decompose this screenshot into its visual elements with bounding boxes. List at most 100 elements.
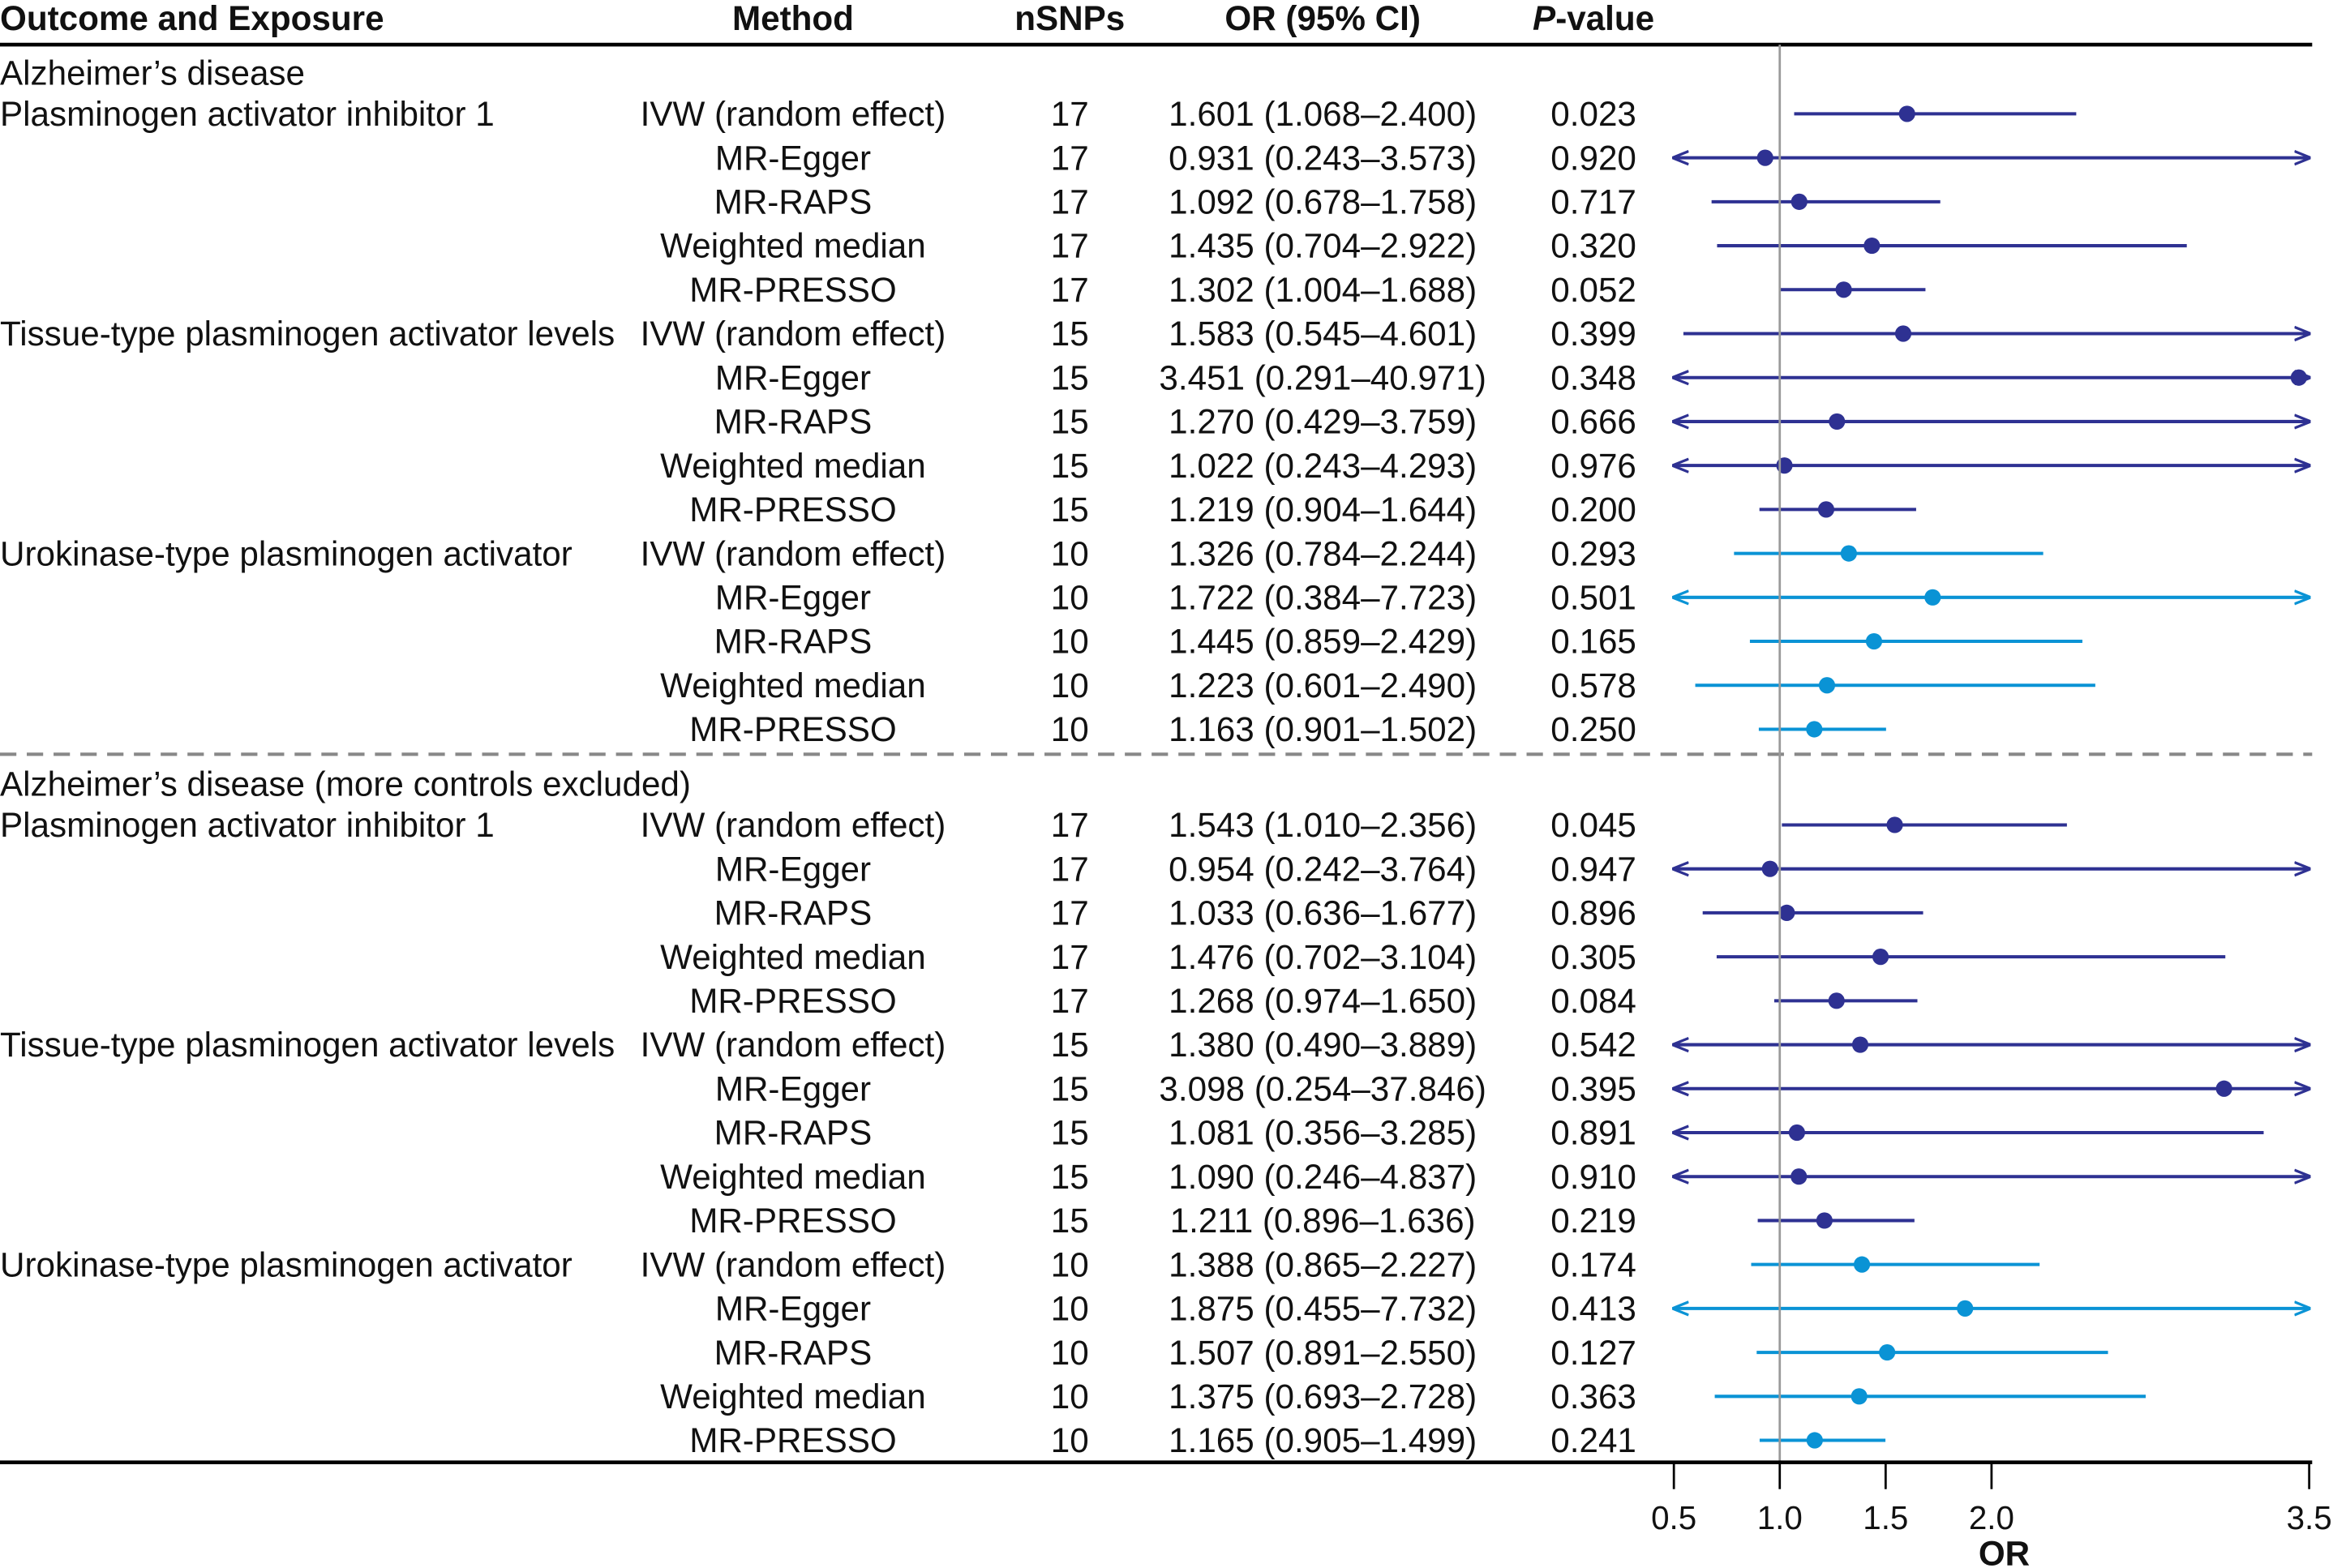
x-tick-label: 1.5	[1863, 1499, 1908, 1536]
table-row: MR-Egger 17 0.931 (0.243–3.573) 0.920	[715, 139, 2309, 177]
or-ci-value: 1.302 (1.004–1.688)	[1169, 271, 1477, 309]
or-ci-value: 1.268 (0.974–1.650)	[1169, 982, 1477, 1020]
point-estimate	[1886, 816, 1903, 833]
exposure-label: Urokinase-type plasminogen activator	[0, 1245, 573, 1283]
table-row: Weighted median 17 1.476 (0.702–3.104) 0.30…	[660, 938, 2226, 976]
nsnps-value: 10	[1051, 534, 1089, 572]
p-value: 0.250	[1550, 710, 1636, 748]
or-ci-value: 1.211 (0.896–1.636)	[1170, 1202, 1476, 1240]
nsnps-value: 10	[1051, 1334, 1089, 1372]
or-ci-value: 1.583 (0.545–4.601)	[1169, 315, 1477, 353]
or-ci-value: 1.165 (0.905–1.499)	[1169, 1421, 1477, 1459]
table-row: Plasminogen activator inhibitor 1 IVW (ra…	[0, 806, 2067, 844]
point-estimate	[1851, 1036, 1869, 1053]
or-ci-value: 1.445 (0.859–2.429)	[1169, 623, 1477, 661]
table-row: Weighted median 10 1.223 (0.601–2.490) 0.57…	[660, 666, 2095, 705]
nsnps-value: 17	[1051, 894, 1089, 932]
method-label: IVW (random effect)	[641, 95, 946, 133]
or-ci-value: 1.507 (0.891–2.550)	[1169, 1334, 1477, 1372]
p-value: 0.976	[1550, 447, 1636, 485]
group-title: Alzheimer’s disease	[0, 54, 305, 92]
table-header: Outcome and Exposure Method nSNPs OR (95…	[0, 0, 1654, 37]
nsnps-value: 17	[1051, 227, 1089, 265]
nsnps-value: 10	[1051, 1377, 1089, 1416]
method-label: MR-Egger	[715, 358, 871, 396]
group-title: Alzheimer’s disease (more controls exclu…	[0, 765, 691, 803]
point-estimate	[1863, 237, 1881, 255]
or-ci-value: 1.326 (0.784–2.244)	[1169, 534, 1477, 572]
method-label: MR-RAPS	[714, 1334, 873, 1372]
point-estimate	[1806, 1432, 1823, 1449]
p-value: 0.320	[1550, 227, 1636, 265]
point-estimate	[1898, 105, 1915, 122]
p-value: 0.363	[1550, 1377, 1636, 1416]
exposure-label: Tissue-type plasminogen activator levels	[0, 315, 615, 353]
nsnps-value: 15	[1051, 1069, 1089, 1107]
p-value: 0.293	[1550, 534, 1636, 572]
nsnps-value: 15	[1051, 491, 1089, 529]
method-label: Weighted median	[660, 1377, 926, 1416]
point-estimate	[1818, 677, 1836, 694]
table-row: Tissue-type plasminogen activator levels…	[0, 1026, 2309, 1064]
p-value: 0.241	[1550, 1421, 1636, 1459]
method-label: IVW (random effect)	[641, 1026, 946, 1064]
or-ci-value: 3.098 (0.254–37.846)	[1159, 1069, 1486, 1107]
method-label: Weighted median	[660, 938, 926, 976]
table-row: MR-Egger 15 3.098 (0.254–37.846) 0.395	[715, 1069, 2309, 1107]
method-label: Weighted median	[660, 227, 926, 265]
nsnps-value: 17	[1051, 806, 1089, 844]
or-ci-value: 3.451 (0.291–40.971)	[1159, 358, 1486, 396]
nsnps-value: 10	[1051, 710, 1089, 748]
point-estimate	[1756, 149, 1773, 166]
header-nsnps: nSNPs	[1014, 0, 1125, 37]
nsnps-value: 17	[1051, 938, 1089, 976]
method-label: MR-Egger	[715, 579, 871, 617]
or-ci-value: 1.081 (0.356–3.285)	[1169, 1114, 1477, 1152]
x-tick-label: 2.0	[1969, 1499, 2014, 1536]
nsnps-value: 17	[1051, 982, 1089, 1020]
point-estimate	[1851, 1388, 1868, 1405]
method-label: MR-PRESSO	[689, 491, 897, 529]
p-value: 0.165	[1550, 623, 1636, 661]
point-estimate	[1788, 1124, 1805, 1142]
method-label: MR-RAPS	[714, 1114, 873, 1152]
p-value: 0.578	[1550, 666, 1636, 705]
nsnps-value: 10	[1051, 1290, 1089, 1328]
table-row: MR-RAPS 17 1.033 (0.636–1.677) 0.896	[714, 894, 1923, 932]
header-outcome-exposure: Outcome and Exposure	[0, 0, 384, 37]
method-label: MR-RAPS	[714, 623, 873, 661]
p-value: 0.542	[1550, 1026, 1636, 1064]
table-row: MR-PRESSO 10 1.163 (0.901–1.502) 0.250	[689, 710, 1886, 748]
point-estimate	[1924, 589, 1941, 606]
or-ci-value: 1.270 (0.429–3.759)	[1169, 403, 1477, 441]
point-estimate	[1894, 325, 1912, 342]
p-value: 0.174	[1550, 1245, 1636, 1283]
or-ci-value: 1.090 (0.246–4.837)	[1169, 1158, 1477, 1196]
table-row: MR-PRESSO 17 1.268 (0.974–1.650) 0.084	[689, 982, 1918, 1020]
point-estimate	[1790, 1168, 1808, 1185]
method-label: IVW (random effect)	[641, 534, 946, 572]
or-ci-value: 1.435 (0.704–2.922)	[1169, 227, 1477, 265]
nsnps-value: 15	[1051, 403, 1089, 441]
method-label: MR-RAPS	[714, 894, 873, 932]
or-ci-value: 1.875 (0.455–7.732)	[1169, 1290, 1477, 1328]
or-ci-value: 0.931 (0.243–3.573)	[1169, 139, 1477, 177]
p-value: 0.305	[1550, 938, 1636, 976]
table-row: Tissue-type plasminogen activator levels…	[0, 315, 2309, 353]
point-estimate	[1840, 545, 1857, 562]
exposure-label: Tissue-type plasminogen activator levels	[0, 1026, 615, 1064]
p-value: 0.947	[1550, 850, 1636, 888]
or-ci-value: 1.092 (0.678–1.758)	[1169, 183, 1477, 221]
method-label: IVW (random effect)	[641, 806, 946, 844]
table-row: Weighted median 15 1.022 (0.243–4.293) 0.97…	[660, 447, 2309, 485]
header-pvalue: P-value	[1533, 0, 1654, 37]
point-estimate	[1865, 632, 1883, 650]
p-value: 0.395	[1550, 1069, 1636, 1107]
or-ci-value: 1.375 (0.693–2.728)	[1169, 1377, 1477, 1416]
point-estimate	[1806, 721, 1823, 738]
nsnps-value: 15	[1051, 1114, 1089, 1152]
method-label: MR-RAPS	[714, 183, 873, 221]
table-row: MR-RAPS 15 1.081 (0.356–3.285) 0.891	[714, 1114, 2264, 1152]
method-label: MR-PRESSO	[689, 1202, 897, 1240]
